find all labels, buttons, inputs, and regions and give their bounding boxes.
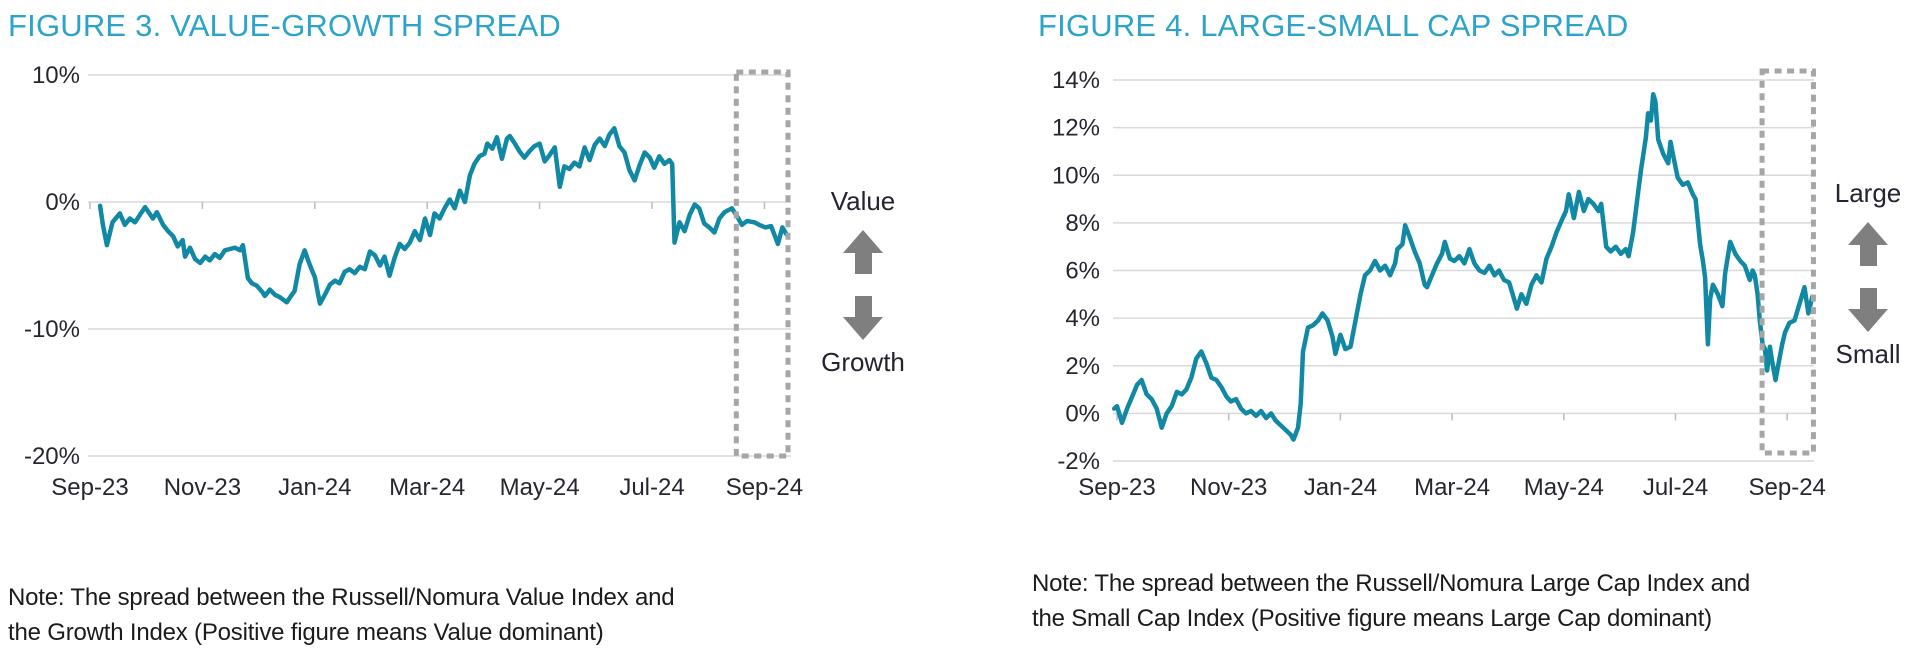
down-arrow-icon — [843, 296, 883, 340]
x-tick-label: Jul-24 — [1643, 474, 1708, 501]
up-arrow-shaft — [854, 253, 872, 274]
x-tick-label: Jan-24 — [1304, 474, 1377, 501]
up-arrow-head — [1848, 222, 1888, 245]
y-tick-label: 0% — [1065, 400, 1100, 427]
x-tick-label: May-24 — [1524, 474, 1604, 501]
y-tick-label: 6% — [1065, 258, 1100, 285]
x-tick-label: Jan-24 — [278, 474, 351, 501]
highlight-box — [1759, 68, 1816, 456]
large-small-annotation: Large Small — [1806, 178, 1920, 370]
figure3-note: Note: The spread between the Russell/Nom… — [8, 580, 675, 650]
growth-label: Growth — [821, 347, 905, 377]
spread-line — [97, 126, 790, 306]
y-tick-label: 14% — [1052, 67, 1100, 94]
y-tick-label: 10% — [1052, 162, 1100, 189]
figure4-note-line1: Note: The spread between the Russell/Nom… — [1032, 570, 1751, 597]
up-arrow-icon — [1848, 222, 1888, 266]
y-tick-label: 4% — [1065, 305, 1100, 332]
spread-line — [1111, 92, 1815, 442]
y-tick-label: 12% — [1052, 115, 1100, 142]
x-tick-label: Nov-23 — [164, 474, 241, 501]
up-arrow-icon — [843, 230, 883, 274]
figure4-title: FIGURE 4. LARGE-SMALL CAP SPREAD — [1038, 8, 1629, 43]
down-arrow-shaft — [1859, 288, 1877, 309]
down-arrow-head — [1848, 309, 1888, 332]
figure3-note-line1: Note: The spread between the Russell/Nom… — [8, 584, 675, 611]
x-tick-label: May-24 — [500, 474, 580, 501]
down-arrow-shaft — [854, 296, 872, 317]
x-tick-label: Mar-24 — [1414, 474, 1490, 501]
figure4-note: Note: The spread between the Russell/Nom… — [1032, 566, 1750, 636]
x-tick-label: Sep-23 — [51, 474, 128, 501]
y-tick-label: -20% — [24, 443, 80, 470]
x-tick-label: Sep-24 — [1749, 474, 1826, 501]
highlight-box — [733, 69, 791, 459]
value-growth-annotation: Value Growth — [797, 186, 929, 378]
x-tick-label: Nov-23 — [1190, 474, 1267, 501]
up-arrow-shaft — [1859, 245, 1877, 266]
x-tick-label: Mar-24 — [389, 474, 465, 501]
figure4-note-line2: the Small Cap Index (Positive figure mea… — [1032, 605, 1712, 632]
y-tick-label: 2% — [1065, 353, 1100, 380]
x-tick-label: Sep-23 — [1078, 474, 1155, 501]
large-label: Large — [1834, 178, 1902, 208]
y-tick-label: 0% — [45, 189, 80, 216]
down-arrow-head — [843, 317, 883, 340]
y-tick-label: -10% — [24, 316, 80, 343]
value-label: Value — [830, 186, 896, 216]
y-tick-label: 10% — [32, 62, 80, 89]
down-arrow-icon — [1848, 288, 1888, 332]
x-tick-label: Sep-24 — [726, 474, 803, 501]
y-tick-label: 8% — [1065, 210, 1100, 237]
y-tick-label: -2% — [1057, 448, 1100, 475]
figure3-note-line2: the Growth Index (Positive figure means … — [8, 619, 604, 646]
up-arrow-head — [843, 230, 883, 253]
x-tick-label: Jul-24 — [619, 474, 684, 501]
small-label: Small — [1835, 339, 1901, 369]
figure3-title: FIGURE 3. VALUE-GROWTH SPREAD — [8, 8, 561, 43]
